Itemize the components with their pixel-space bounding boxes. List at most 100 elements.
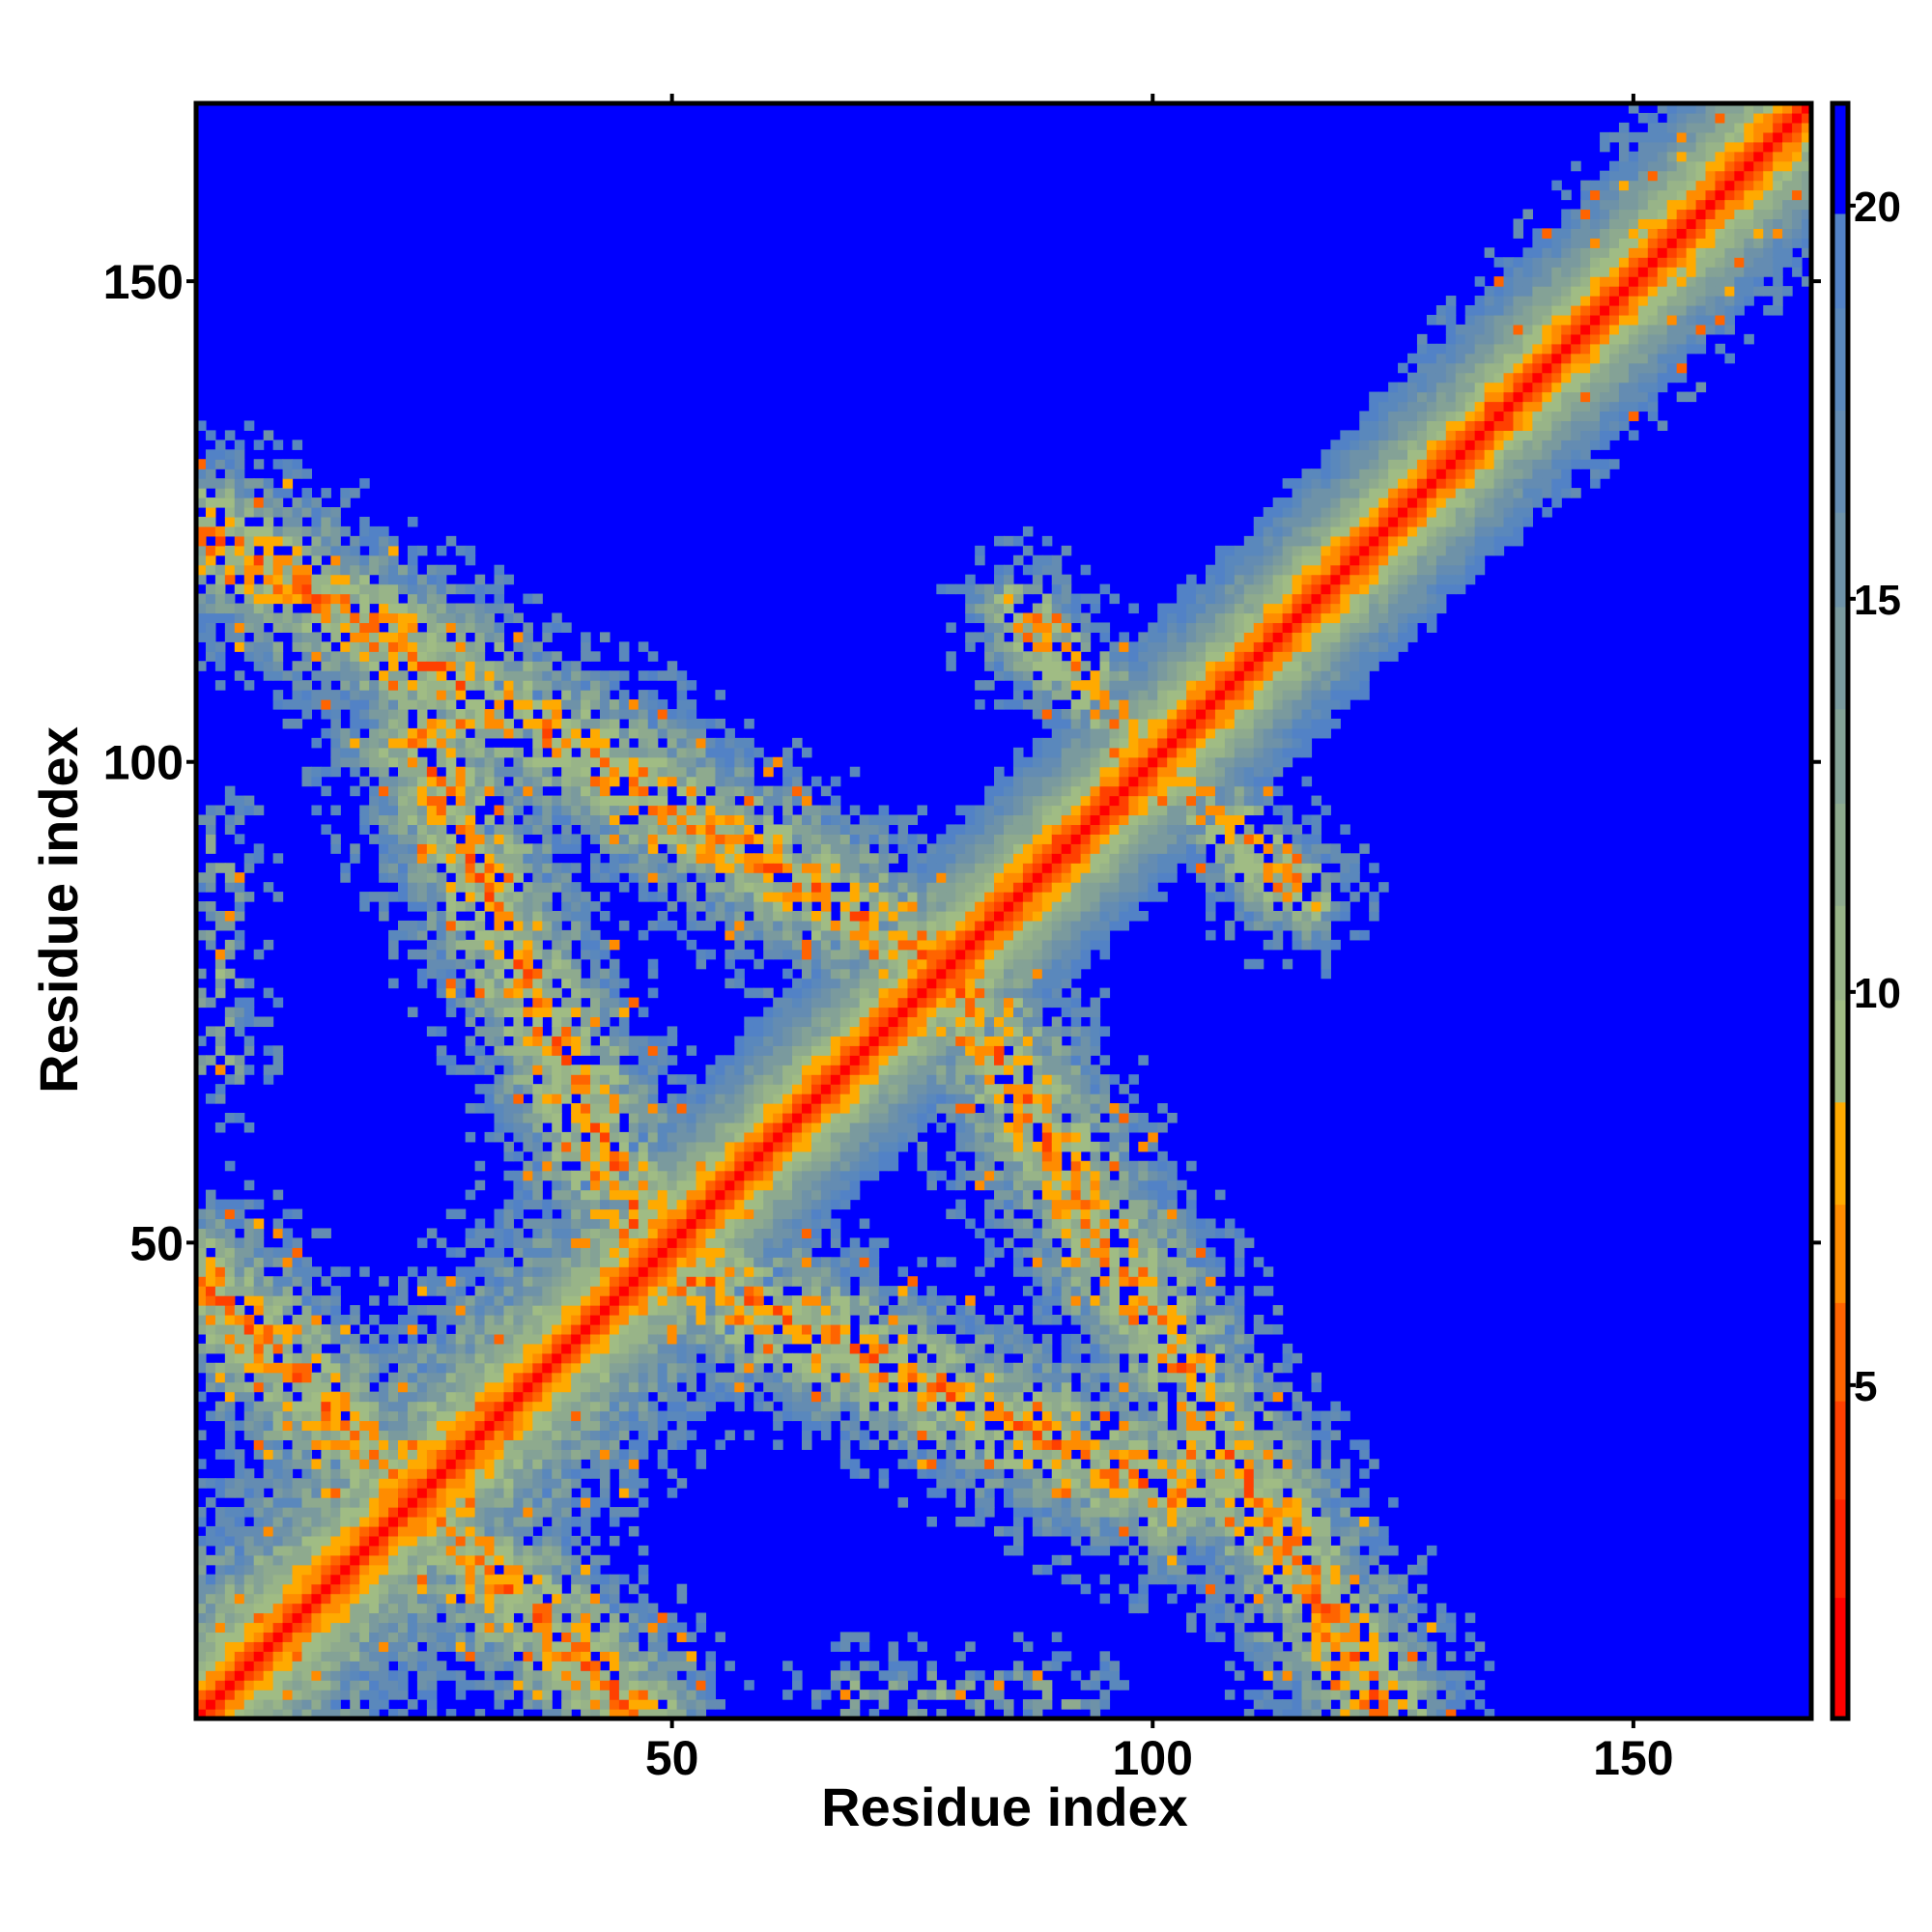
heatmap-cell xyxy=(792,997,803,1009)
heatmap-cell xyxy=(436,583,447,595)
heatmap-cell xyxy=(272,1315,284,1325)
heatmap-cell xyxy=(196,1554,207,1566)
heatmap-cell xyxy=(532,1343,543,1354)
heatmap-cell xyxy=(571,1131,582,1143)
heatmap-cell xyxy=(532,1065,543,1075)
heatmap-cell xyxy=(340,1690,351,1700)
heatmap-cell xyxy=(426,1574,438,1585)
heatmap-cell xyxy=(321,690,331,700)
heatmap-cell xyxy=(224,1208,236,1220)
heatmap-cell xyxy=(253,853,265,864)
heatmap-cell xyxy=(696,756,707,768)
heatmap-cell xyxy=(715,1391,725,1403)
heatmap-cell xyxy=(561,1459,572,1469)
heatmap-cell xyxy=(263,1257,274,1267)
heatmap-cell xyxy=(696,1257,707,1267)
heatmap-cell xyxy=(224,882,236,893)
heatmap-cell xyxy=(272,1690,284,1700)
heatmap-cell xyxy=(561,747,572,758)
heatmap-cell xyxy=(214,1026,226,1037)
heatmap-cell xyxy=(340,1535,351,1547)
heatmap-cell xyxy=(484,1525,496,1537)
heatmap-cell xyxy=(205,1208,216,1220)
heatmap-cell xyxy=(513,690,524,700)
heatmap-cell xyxy=(647,1131,659,1143)
heatmap-cell xyxy=(503,1065,515,1075)
heatmap-cell xyxy=(724,1305,735,1316)
heatmap-cell xyxy=(455,1449,467,1460)
heatmap-cell xyxy=(503,1525,515,1537)
heatmap-cell xyxy=(330,1333,341,1345)
heatmap-cell xyxy=(234,1007,245,1018)
heatmap-cell xyxy=(272,1257,284,1267)
heatmap-cell xyxy=(388,612,399,624)
heatmap-cell xyxy=(292,718,303,729)
heatmap-cell xyxy=(445,863,457,873)
heatmap-cell xyxy=(628,1410,639,1422)
heatmap-cell xyxy=(465,1651,476,1662)
heatmap-cell xyxy=(311,1430,322,1440)
heatmap-cell xyxy=(272,622,284,633)
heatmap-cell xyxy=(282,564,294,576)
heatmap-cell xyxy=(253,1525,265,1537)
heatmap-cell xyxy=(763,1131,774,1143)
heatmap-cell xyxy=(379,824,389,835)
heatmap-cell xyxy=(455,795,467,807)
heatmap-cell xyxy=(301,1670,313,1681)
heatmap-cell xyxy=(224,863,236,873)
heatmap-cell xyxy=(359,1670,370,1681)
heatmap-cell xyxy=(676,1189,688,1201)
heatmap-cell xyxy=(696,1208,707,1220)
heatmap-cell xyxy=(263,1680,274,1690)
heatmap-cell xyxy=(552,1247,562,1258)
heatmap-cell xyxy=(484,1603,496,1614)
heatmap-cell xyxy=(330,1362,341,1374)
heatmap-cell xyxy=(359,814,370,826)
heatmap-cell xyxy=(330,766,341,778)
heatmap-cell xyxy=(600,1074,611,1085)
heatmap-cell xyxy=(705,1113,717,1123)
heatmap-cell xyxy=(465,699,476,710)
heatmap-cell xyxy=(224,1016,236,1028)
heatmap-cell xyxy=(763,1103,774,1114)
heatmap-cell xyxy=(214,1276,226,1287)
heatmap-cell xyxy=(494,1016,505,1028)
heatmap-cell xyxy=(196,1218,207,1230)
heatmap-cell xyxy=(311,1439,322,1450)
heatmap-cell xyxy=(561,911,572,922)
heatmap-cell xyxy=(426,1343,438,1354)
heatmap-cell xyxy=(292,593,303,605)
heatmap-cell xyxy=(782,824,793,835)
heatmap-cell xyxy=(618,853,630,864)
heatmap-cell xyxy=(340,1670,351,1681)
heatmap-cell xyxy=(398,1459,409,1469)
heatmap-cell xyxy=(571,997,582,1009)
heatmap-cell xyxy=(445,1372,457,1383)
heatmap-cell xyxy=(705,1103,717,1114)
heatmap-cell xyxy=(407,574,418,585)
heatmap-cell xyxy=(513,1554,524,1566)
heatmap-cell xyxy=(744,949,754,960)
heatmap-cell xyxy=(311,1593,322,1605)
heatmap-cell xyxy=(474,1103,486,1114)
heatmap-cell xyxy=(753,1343,764,1354)
heatmap-cell xyxy=(494,1641,505,1652)
heatmap-cell xyxy=(330,1651,341,1662)
heatmap-cell xyxy=(292,1276,303,1287)
heatmap-cell xyxy=(609,1651,620,1662)
heatmap-cell xyxy=(542,727,553,739)
heatmap-cell xyxy=(532,1507,543,1518)
heatmap-cell xyxy=(196,1699,207,1710)
heatmap-cell xyxy=(657,1179,668,1191)
heatmap-cell xyxy=(243,507,255,518)
heatmap-cell xyxy=(398,670,409,681)
heatmap-cell xyxy=(600,1381,611,1393)
heatmap-cell xyxy=(474,699,486,710)
heatmap-cell xyxy=(609,718,620,729)
heatmap-cell xyxy=(379,805,389,816)
heatmap-cell xyxy=(724,1084,735,1094)
heatmap-cell xyxy=(590,785,601,797)
heatmap-cell xyxy=(561,1218,572,1230)
heatmap-cell xyxy=(494,1525,505,1537)
heatmap-cell xyxy=(782,1410,793,1422)
